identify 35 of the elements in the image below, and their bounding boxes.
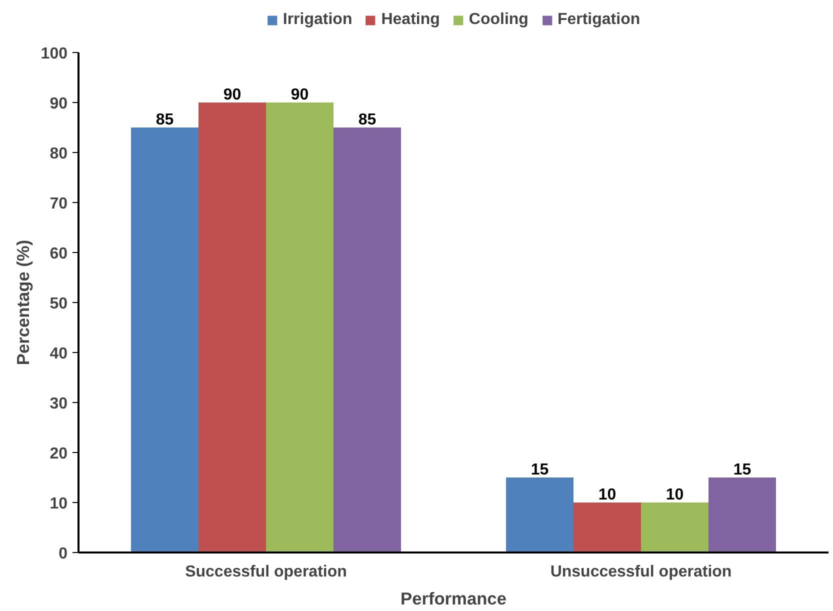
y-tick-label: 70 xyxy=(50,196,68,212)
data-label: 15 xyxy=(733,462,752,478)
y-axis-title: Percentage (%) xyxy=(12,240,33,366)
legend-label: Cooling xyxy=(468,11,528,29)
y-tick-label: 90 xyxy=(50,96,68,112)
data-label: 85 xyxy=(358,112,376,128)
x-tick-label: Successful operation xyxy=(185,564,347,580)
y-tick-label: 50 xyxy=(50,296,68,312)
data-label: 10 xyxy=(666,486,684,504)
bar xyxy=(131,128,198,552)
bar xyxy=(574,502,641,552)
legend-label: Heating xyxy=(381,11,440,29)
bar xyxy=(266,102,334,552)
y-tick-label: 20 xyxy=(50,446,68,462)
data-label: 10 xyxy=(598,486,616,504)
y-tick-label: 60 xyxy=(50,246,68,262)
bar xyxy=(506,478,574,552)
legend-label: Fertigation xyxy=(557,11,640,29)
data-label: 90 xyxy=(290,86,309,104)
legend-label: Irrigation xyxy=(282,11,352,29)
y-tick-label: 0 xyxy=(58,546,68,562)
y-tick-label: 40 xyxy=(50,346,68,362)
bar xyxy=(198,102,266,552)
y-tick-label: 100 xyxy=(40,46,68,62)
data-label: 85 xyxy=(156,112,174,128)
bar xyxy=(334,128,401,552)
y-tick-label: 80 xyxy=(50,146,68,162)
x-axis-title: Performance xyxy=(400,588,507,608)
bar xyxy=(641,502,708,552)
data-label: 90 xyxy=(223,86,242,104)
y-tick-label: 30 xyxy=(50,396,68,412)
x-tick-label: Unsuccessful operation xyxy=(550,564,732,580)
data-label: 15 xyxy=(530,462,549,478)
bar xyxy=(708,478,776,552)
y-tick-label: 10 xyxy=(50,496,68,512)
